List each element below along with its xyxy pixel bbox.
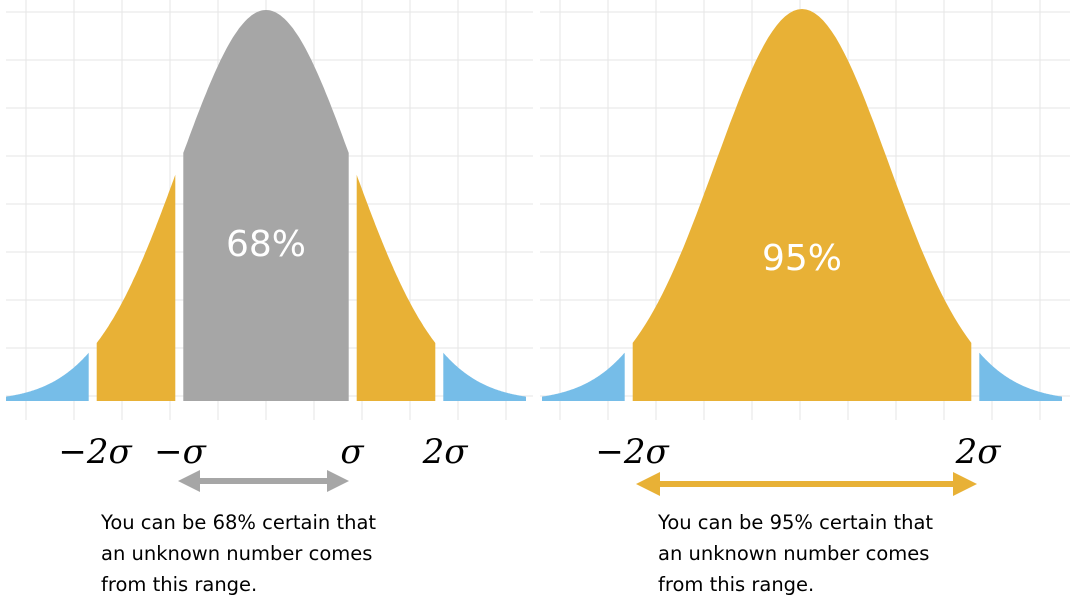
distribution-band [979, 352, 1062, 401]
range-arrow-95 [636, 472, 977, 496]
caption-95: You can be 95% certain that an unknown n… [658, 507, 933, 600]
distribution-band [356, 174, 436, 401]
distribution-band [632, 9, 972, 401]
distribution-band [183, 10, 349, 401]
distribution-band [542, 352, 625, 401]
range-arrow-68 [178, 470, 349, 492]
range-arrow-head-left [636, 472, 660, 496]
tick-label-sigma: σ [340, 432, 364, 472]
distribution-band [6, 352, 89, 401]
caption-line: You can be 95% certain that [658, 511, 934, 534]
bands-right [542, 9, 1062, 401]
distribution-band [96, 174, 176, 401]
distribution-band [443, 352, 526, 401]
range-arrow-head-right [953, 472, 977, 496]
caption-line: an unknown number comes [101, 542, 373, 565]
tick-label-minus-2-sigma: −2σ [58, 432, 132, 472]
tick-label-2-sigma: 2σ [422, 432, 469, 472]
tick-labels-right: −2σ 2σ [595, 432, 1001, 472]
caption-line: You can be 68% certain that [101, 511, 377, 534]
tick-label-minus-sigma: −σ [154, 432, 206, 472]
caption-line: from this range. [101, 573, 258, 596]
range-arrow-head-right [327, 470, 349, 492]
tick-label-minus-2-sigma: −2σ [595, 432, 669, 472]
tick-labels-left: −2σ −σ σ 2σ [58, 432, 468, 472]
region-label-95: 95% [762, 238, 842, 279]
chart-95-percent: 95% −2σ 2σ [540, 0, 1070, 496]
bands-left [6, 10, 526, 401]
region-label-68: 68% [226, 224, 306, 265]
caption-68: You can be 68% certain that an unknown n… [101, 507, 376, 600]
chart-68-percent: 68% −2σ −σ σ 2σ [6, 0, 533, 492]
range-arrow-head-left [178, 470, 200, 492]
caption-line: from this range. [658, 573, 815, 596]
tick-label-2-sigma: 2σ [955, 432, 1002, 472]
caption-line: an unknown number comes [658, 542, 930, 565]
